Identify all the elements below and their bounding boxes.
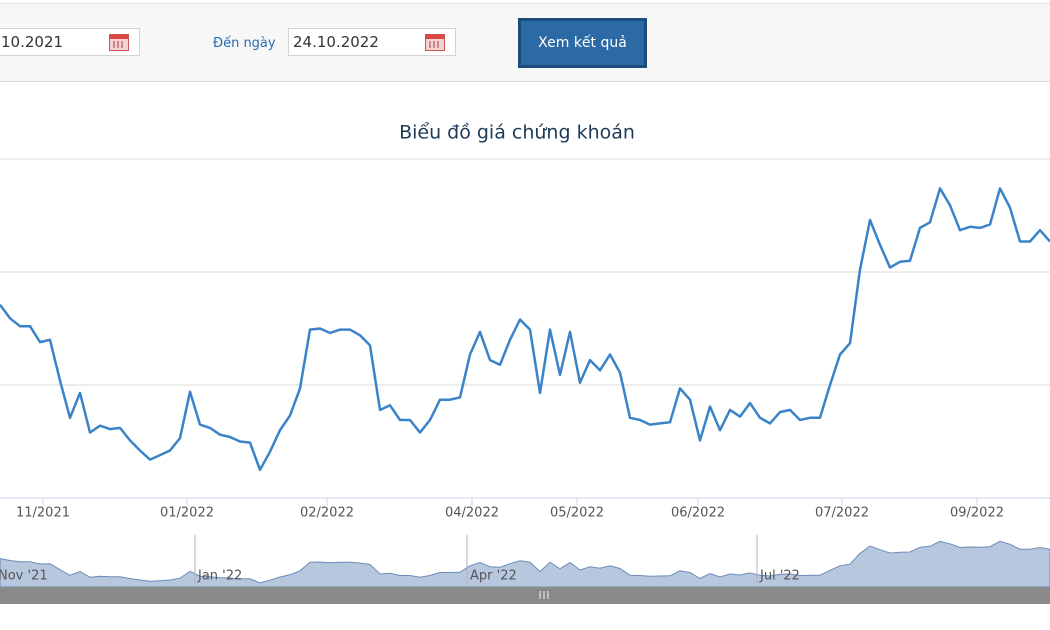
calendar-icon[interactable]	[109, 34, 129, 51]
x-tick-label: 09/2022	[950, 506, 1004, 521]
chart-title: Biểu đồ giá chứng khoán	[399, 122, 635, 144]
navigator-area	[0, 540, 1050, 588]
to-date-field[interactable]: 24.10.2022	[288, 28, 456, 56]
x-tick-label: 07/2022	[815, 506, 869, 521]
filter-bar: 10.2021 Đến ngày 24.10.2022 Xem kết quả	[0, 3, 1050, 82]
x-tick-label: 01/2022	[160, 506, 214, 521]
navigator-tick-label: Nov '21	[0, 569, 48, 584]
from-date: 10.2021	[1, 33, 64, 51]
navigator-tick-label: Jul '22	[759, 569, 800, 584]
x-tick-label: 11/2021	[16, 506, 70, 521]
x-tick-label: 05/2022	[550, 506, 604, 521]
price-line	[0, 187, 1050, 472]
scrollbar	[0, 587, 1050, 604]
x-tick-label: 06/2022	[671, 506, 725, 521]
x-tick-label: 04/2022	[445, 506, 499, 521]
to-date-label: Đến ngày	[213, 36, 276, 51]
calendar-icon[interactable]	[425, 34, 445, 51]
x-tick-label: 02/2022	[300, 506, 354, 521]
from-date-field[interactable]: 10.2021	[0, 28, 140, 56]
navigator-tick-label: Jan '22	[197, 569, 242, 584]
submit-button[interactable]: Xem kết quả	[518, 18, 647, 68]
to-date: 24.10.2022	[293, 33, 379, 51]
navigator-tick-label: Apr '22	[470, 569, 517, 584]
